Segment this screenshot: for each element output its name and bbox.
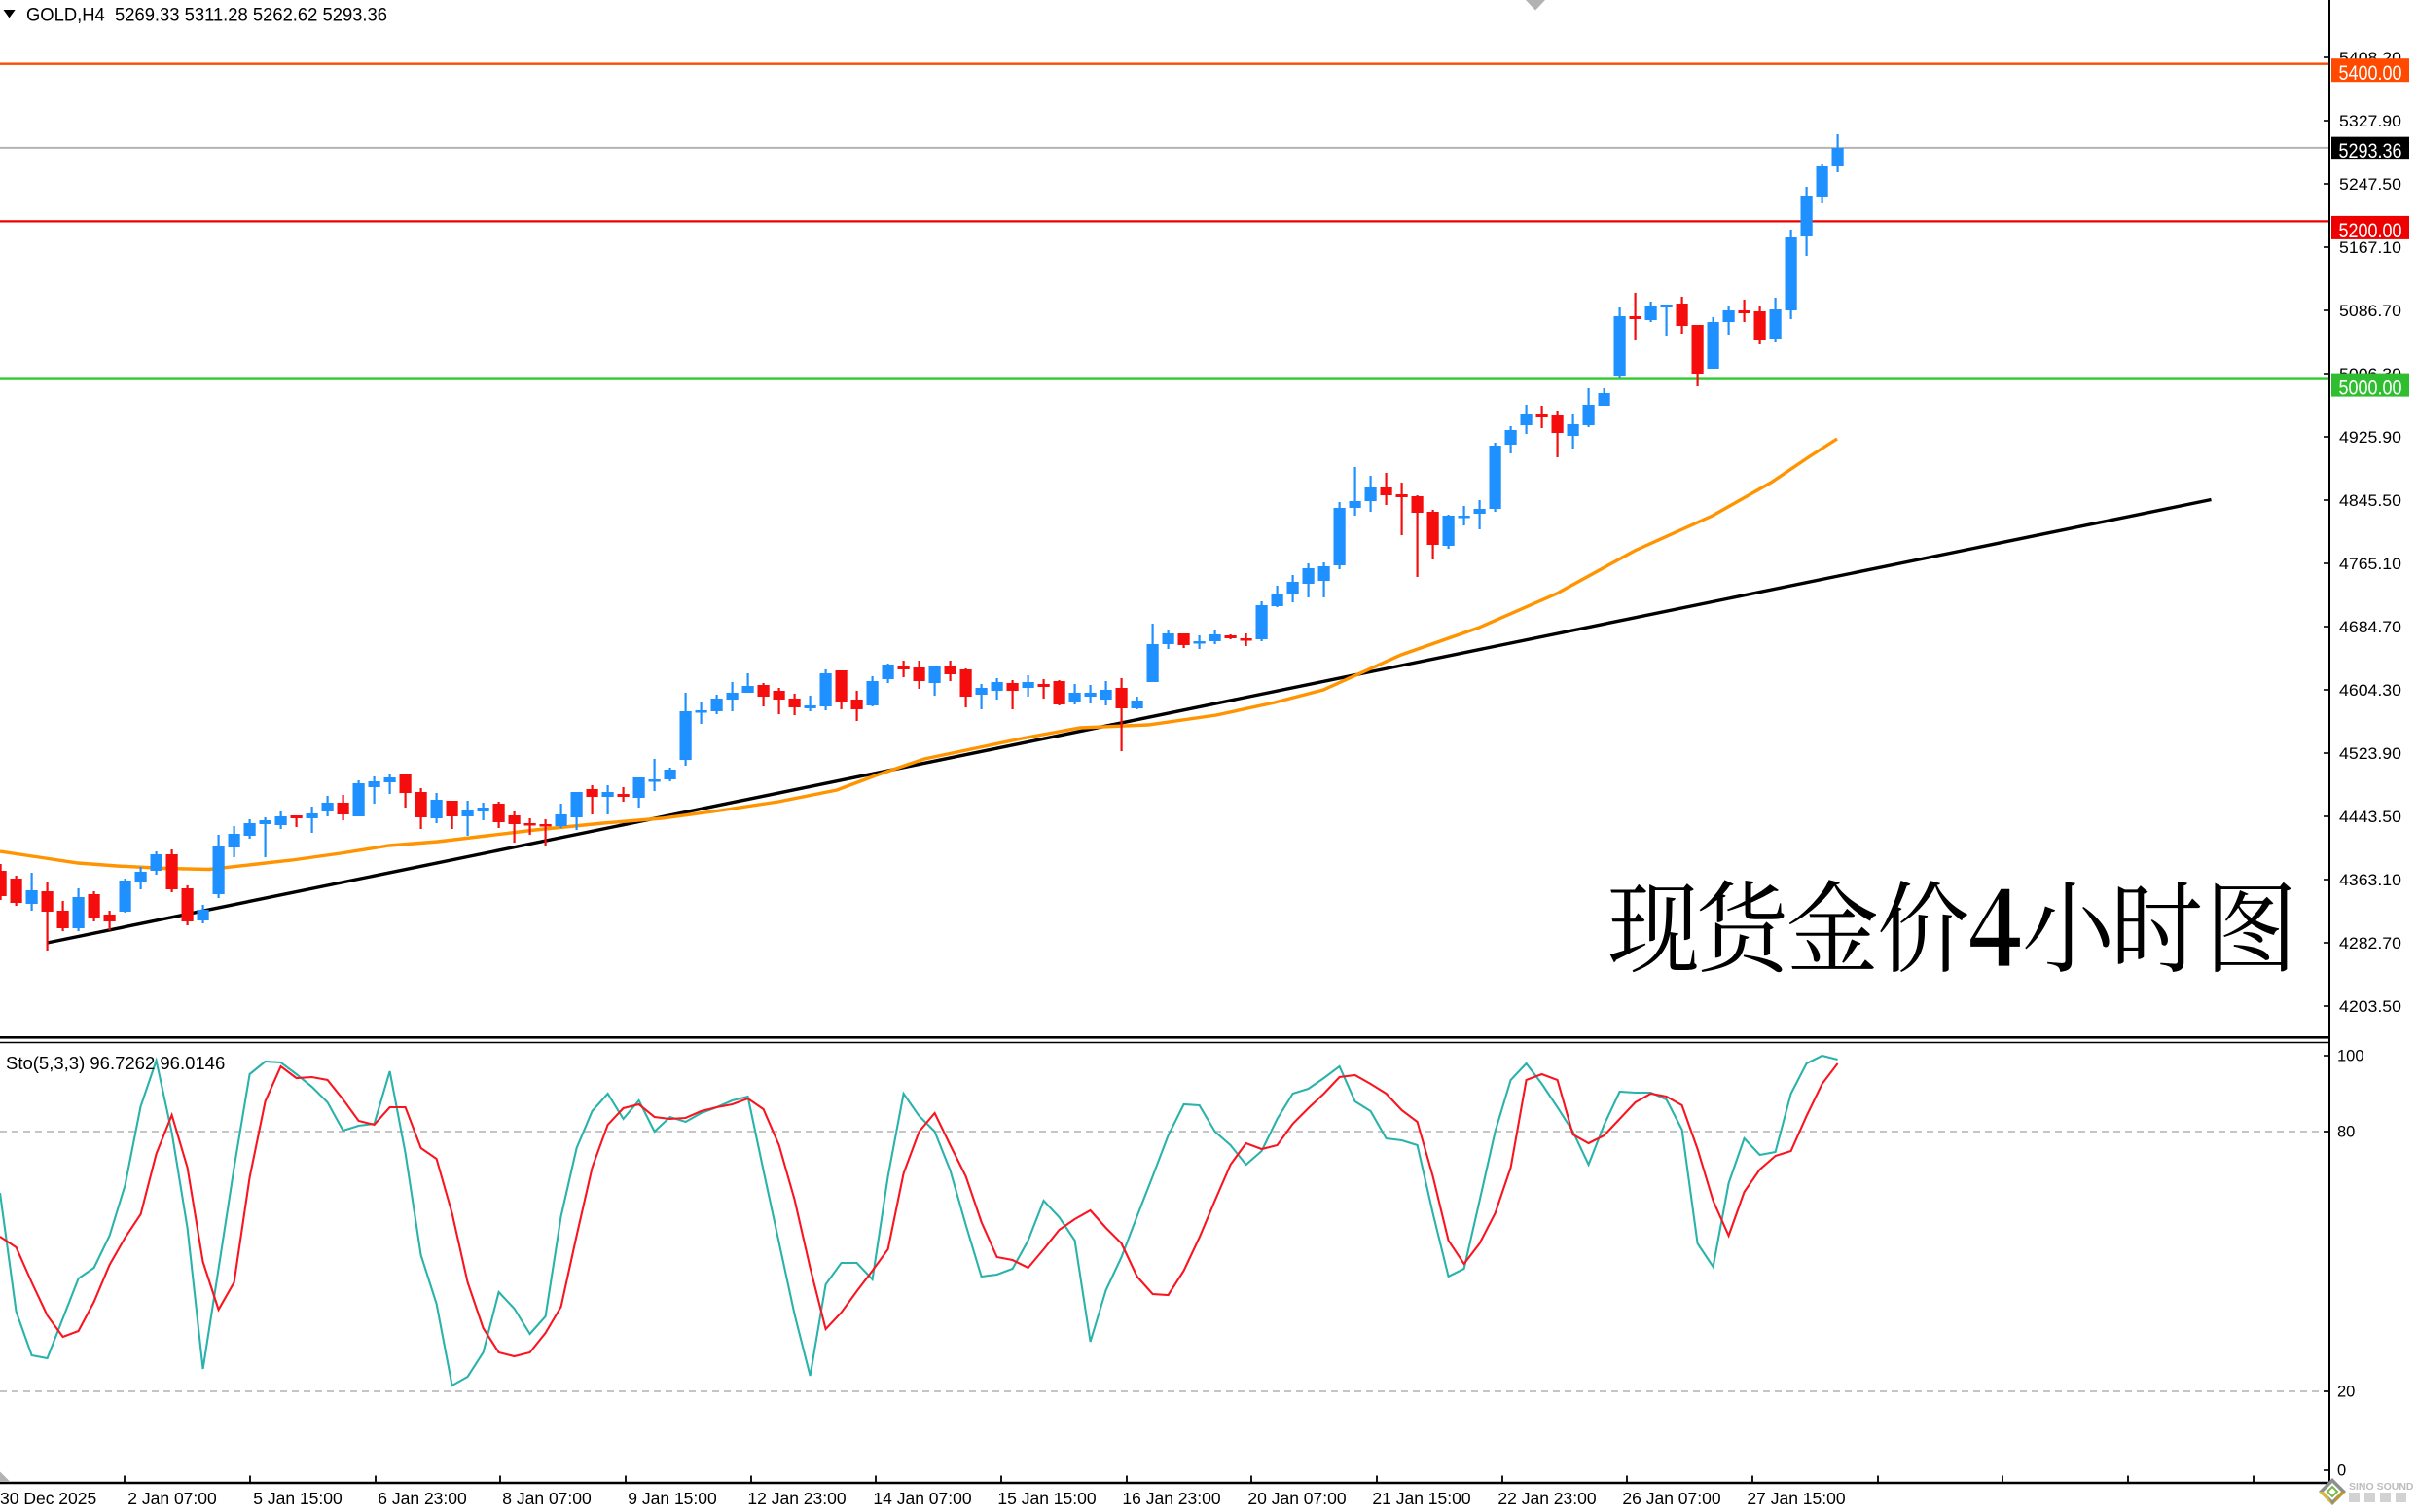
svg-text:0: 0 (2337, 1462, 2346, 1480)
svg-text:22 Jan 23:00: 22 Jan 23:00 (1497, 1489, 1596, 1508)
svg-text:4363.10: 4363.10 (2339, 872, 2401, 889)
svg-text:4604.30: 4604.30 (2339, 682, 2401, 700)
svg-text:5247.50: 5247.50 (2339, 176, 2401, 194)
svg-text:4523.90: 4523.90 (2339, 745, 2401, 763)
svg-text:4203.50: 4203.50 (2339, 998, 2401, 1016)
svg-text:14 Jan 07:00: 14 Jan 07:00 (873, 1489, 971, 1508)
svg-text:30 Dec 2025: 30 Dec 2025 (0, 1489, 96, 1508)
svg-text:80: 80 (2337, 1124, 2355, 1141)
svg-text:4443.50: 4443.50 (2339, 809, 2401, 826)
svg-text:9 Jan 15:00: 9 Jan 15:00 (628, 1489, 717, 1508)
svg-text:4282.70: 4282.70 (2339, 935, 2401, 953)
svg-text:27 Jan 15:00: 27 Jan 15:00 (1747, 1489, 1845, 1508)
svg-text:100: 100 (2337, 1048, 2364, 1065)
svg-text:15 Jan 15:00: 15 Jan 15:00 (997, 1489, 1096, 1508)
svg-text:5400.00: 5400.00 (2339, 62, 2402, 85)
svg-text:5327.90: 5327.90 (2339, 113, 2401, 130)
svg-text:4684.70: 4684.70 (2339, 619, 2401, 636)
svg-text:6 Jan 23:00: 6 Jan 23:00 (378, 1489, 467, 1508)
svg-text:8 Jan 07:00: 8 Jan 07:00 (502, 1489, 592, 1508)
svg-text:5200.00: 5200.00 (2339, 220, 2402, 242)
svg-text:GOLD,H4 5269.33 5311.28 5262.: GOLD,H4 5269.33 5311.28 5262.62 5293.36 (26, 6, 387, 26)
svg-text:4925.90: 4925.90 (2339, 429, 2401, 447)
svg-text:Sto(5,3,3) 96.7262 96.0146: Sto(5,3,3) 96.7262 96.0146 (6, 1053, 225, 1073)
svg-text:26 Jan 07:00: 26 Jan 07:00 (1622, 1489, 1720, 1508)
svg-text:20 Jan 07:00: 20 Jan 07:00 (1247, 1489, 1346, 1508)
svg-text:5293.36: 5293.36 (2339, 140, 2402, 162)
svg-text:20: 20 (2337, 1384, 2355, 1401)
svg-text:5000.00: 5000.00 (2339, 378, 2402, 400)
svg-text:SINO SOUND: SINO SOUND (2349, 1481, 2414, 1493)
svg-text:21 Jan 15:00: 21 Jan 15:00 (1372, 1489, 1470, 1508)
svg-text:5086.70: 5086.70 (2339, 303, 2401, 320)
svg-text:12 Jan 23:00: 12 Jan 23:00 (747, 1489, 846, 1508)
svg-text:4765.10: 4765.10 (2339, 556, 2401, 573)
svg-text:16 Jan 23:00: 16 Jan 23:00 (1122, 1489, 1220, 1508)
svg-text:5167.10: 5167.10 (2339, 239, 2401, 257)
svg-text:2 Jan 07:00: 2 Jan 07:00 (127, 1489, 217, 1508)
svg-text:4845.50: 4845.50 (2339, 492, 2401, 510)
svg-text:5 Jan 15:00: 5 Jan 15:00 (253, 1489, 343, 1508)
